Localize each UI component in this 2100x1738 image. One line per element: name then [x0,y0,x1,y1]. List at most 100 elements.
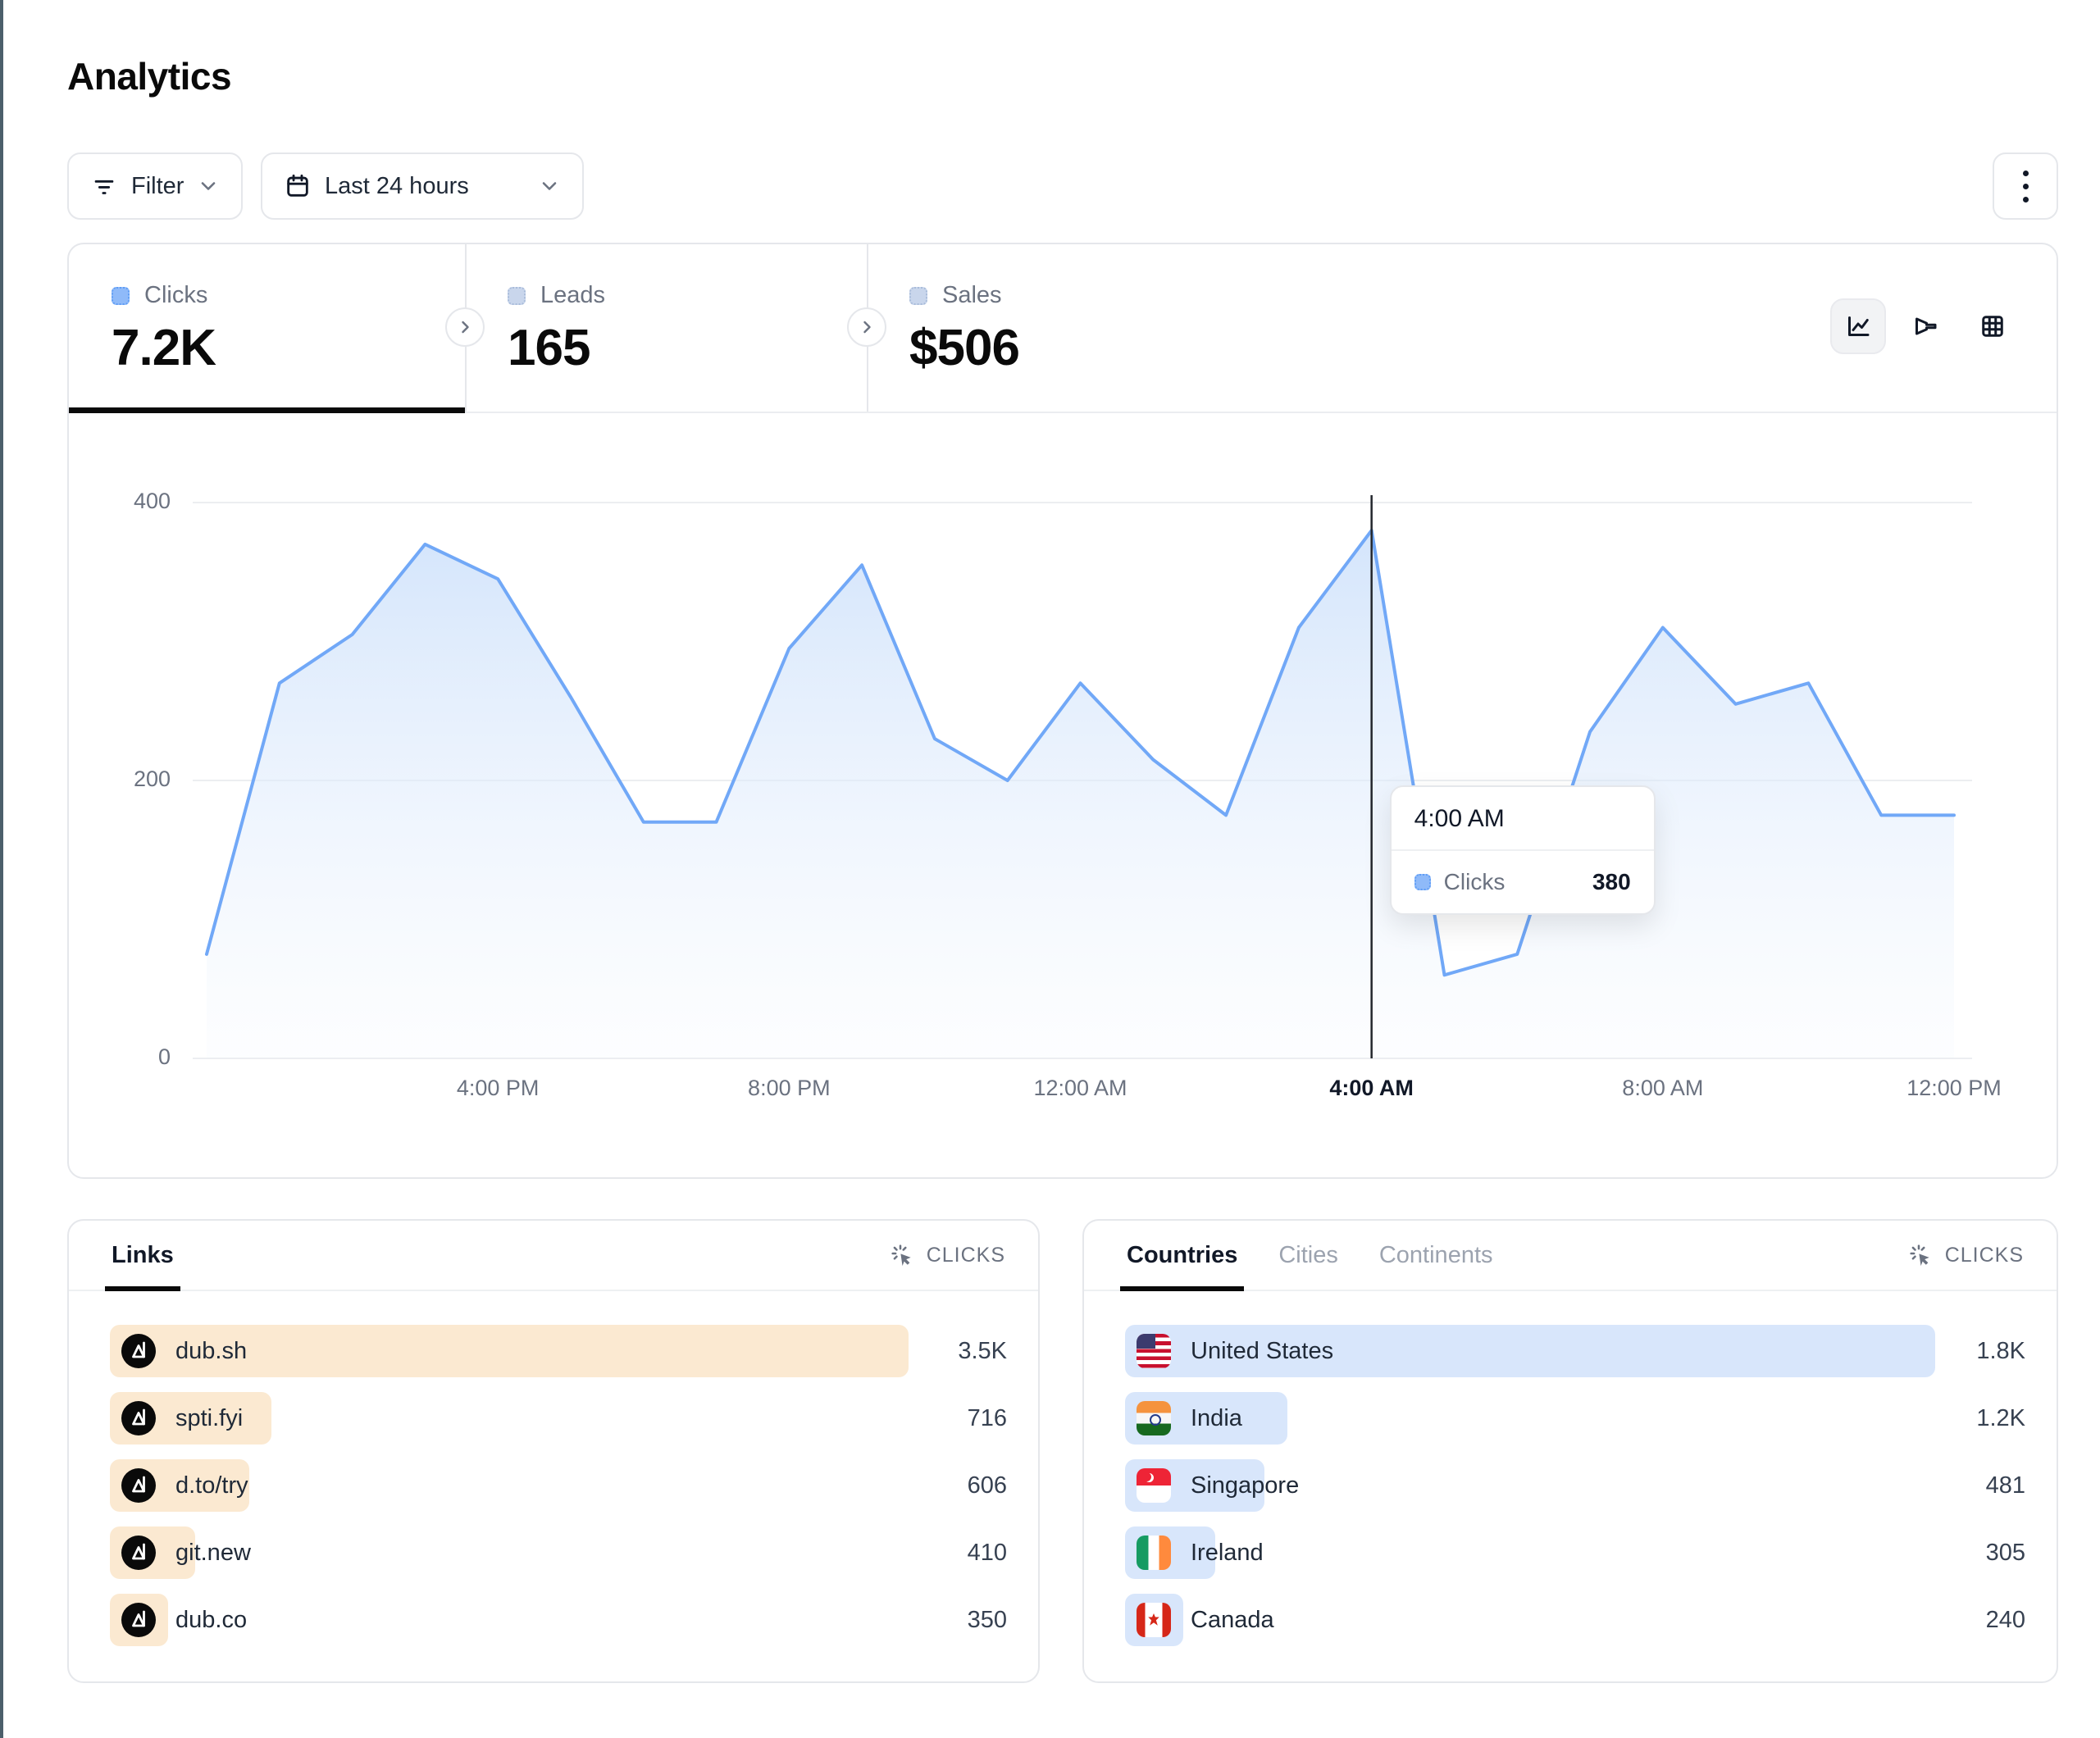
value-bar [110,1325,909,1377]
list-item[interactable]: Canada 240 [1125,1594,2025,1646]
chevron-right-icon [462,321,469,334]
list-item[interactable]: India 1.2K [1125,1392,2025,1445]
chevron-down-icon [202,182,216,190]
row-value: 1.2K [1976,1404,2025,1431]
filter-button[interactable]: Filter [67,152,243,220]
filter-label: Filter [131,172,184,199]
row-value: 3.5K [958,1337,1007,1364]
active-tab-indicator [69,407,465,413]
row-label: Singapore [1191,1472,1300,1499]
sg-flag-icon [1137,1468,1171,1503]
row-value: 481 [1985,1472,2025,1499]
row-value: 1.8K [1976,1337,2025,1364]
x-axis-label: 4:00 PM [456,1076,540,1100]
clicks-line [205,528,1956,977]
kebab-icon [2022,170,2029,176]
metric-label: Sales [942,282,1002,308]
metric-value: 7.2K [112,320,216,376]
y-axis-label: 0 [157,1044,171,1069]
clicks-area-chart[interactable]: 4:00 AM Clicks 380 0 200 400 4:00 PM 8:00 PM… [69,412,2057,1181]
chart-canvas[interactable] [193,461,1972,1059]
tab-continents[interactable]: Continents [1378,1241,1493,1268]
metric-value: 165 [508,320,590,376]
row-label: Ireland [1191,1539,1264,1566]
dub-logo-icon [121,1603,156,1637]
tooltip-time: 4:00 AM [1414,805,1505,832]
ie-flag-icon [1137,1536,1171,1570]
x-axis-label: 12:00 AM [1033,1076,1127,1100]
list-item[interactable]: Singapore 481 [1125,1459,2025,1512]
cursor-click-icon [891,1244,911,1267]
window-edge [0,0,3,1738]
list-item[interactable]: Ireland 305 [1125,1526,2025,1579]
metric-column-label: CLICKS [926,1243,1005,1267]
area-fill [207,530,1954,1058]
ca-flag-icon [1137,1603,1171,1637]
date-range-button[interactable]: Last 24 hours [261,152,584,220]
sales-legend-icon [909,286,927,305]
expand-metric-button[interactable] [445,307,485,347]
clicks-legend-icon [112,286,130,305]
tab-leads[interactable]: Leads 165 [465,244,867,412]
us-flag-icon [1137,1334,1171,1368]
row-label: d.to/try [175,1472,248,1499]
line-chart-view-button[interactable] [1830,298,1886,354]
more-options-button[interactable] [1993,152,2058,220]
tab-sales[interactable]: Sales $506 [867,244,1293,412]
divider [1391,849,1654,851]
tab-clicks[interactable]: Clicks 7.2K [69,244,465,412]
tooltip-value: 380 [1592,869,1631,894]
list-item[interactable]: dub.co 350 [110,1594,1007,1646]
chart-type-switcher [1830,298,2020,354]
metric-column-label: CLICKS [1944,1243,2024,1267]
dub-logo-icon [121,1536,156,1570]
page-title: Analytics [67,55,232,98]
row-label: Canada [1191,1606,1274,1633]
chevron-down-icon [542,182,557,190]
x-axis-label: 8:00 AM [1622,1076,1704,1100]
cursor-click-icon [1910,1244,1929,1267]
table-view-button[interactable] [1965,298,2020,354]
date-range-label: Last 24 hours [325,172,469,199]
y-axis-label: 200 [133,767,171,791]
grid-icon [1982,316,2003,337]
divider [69,412,2057,413]
list-item[interactable]: d.to/try 606 [110,1459,1007,1512]
x-axis-label: 4:00 AM [1329,1076,1414,1100]
value-bar [1125,1325,1936,1377]
metric-value: $506 [909,320,1020,376]
x-axis-label: 8:00 PM [748,1076,831,1100]
expand-metric-button[interactable] [847,307,886,347]
sort-by-clicks[interactable]: CLICKS [1907,1242,2024,1268]
metric-label: Leads [540,282,606,308]
line-chart-icon [1848,316,1870,336]
sort-by-clicks[interactable]: CLICKS [889,1242,1005,1268]
tooltip-series: Clicks [1443,869,1506,894]
list-item[interactable]: dub.sh 3.5K [110,1325,1007,1377]
list-item[interactable]: United States 1.8K [1125,1325,2025,1377]
row-label: India [1191,1404,1242,1431]
clicks-legend-icon [1414,874,1431,890]
y-axis-label: 400 [133,489,171,513]
links-panel: Links CLICKS dub.sh 3.5K spti.fyi 716 d.to… [67,1219,1040,1683]
funnel-icon [1916,317,1937,335]
in-flag-icon [1137,1401,1171,1435]
row-value: 305 [1985,1539,2025,1566]
list-item[interactable]: spti.fyi 716 [110,1392,1007,1445]
tab-links[interactable]: Links [105,1221,180,1291]
metric-label: Clicks [144,282,208,308]
countries-list: United States 1.8K India 1.2K Singapore 481 Ir… [1125,1325,2025,1661]
links-list: dub.sh 3.5K spti.fyi 716 d.to/try 606 git.n… [110,1325,1007,1661]
funnel-view-button[interactable] [1897,298,1953,354]
chevron-right-icon [863,321,871,334]
tab-cities[interactable]: Cities [1278,1241,1338,1268]
row-value: 240 [1985,1606,2025,1633]
dub-logo-icon [121,1334,156,1368]
countries-panel: Countries Cities Continents CLICKS Unite… [1082,1219,2058,1683]
tab-countries[interactable]: Countries [1119,1221,1245,1291]
row-value: 606 [967,1472,1007,1499]
filter-icon [94,180,114,194]
row-label: spti.fyi [175,1404,244,1431]
chart-tooltip: 4:00 AM Clicks 380 [1389,785,1656,915]
list-item[interactable]: git.new 410 [110,1526,1007,1579]
